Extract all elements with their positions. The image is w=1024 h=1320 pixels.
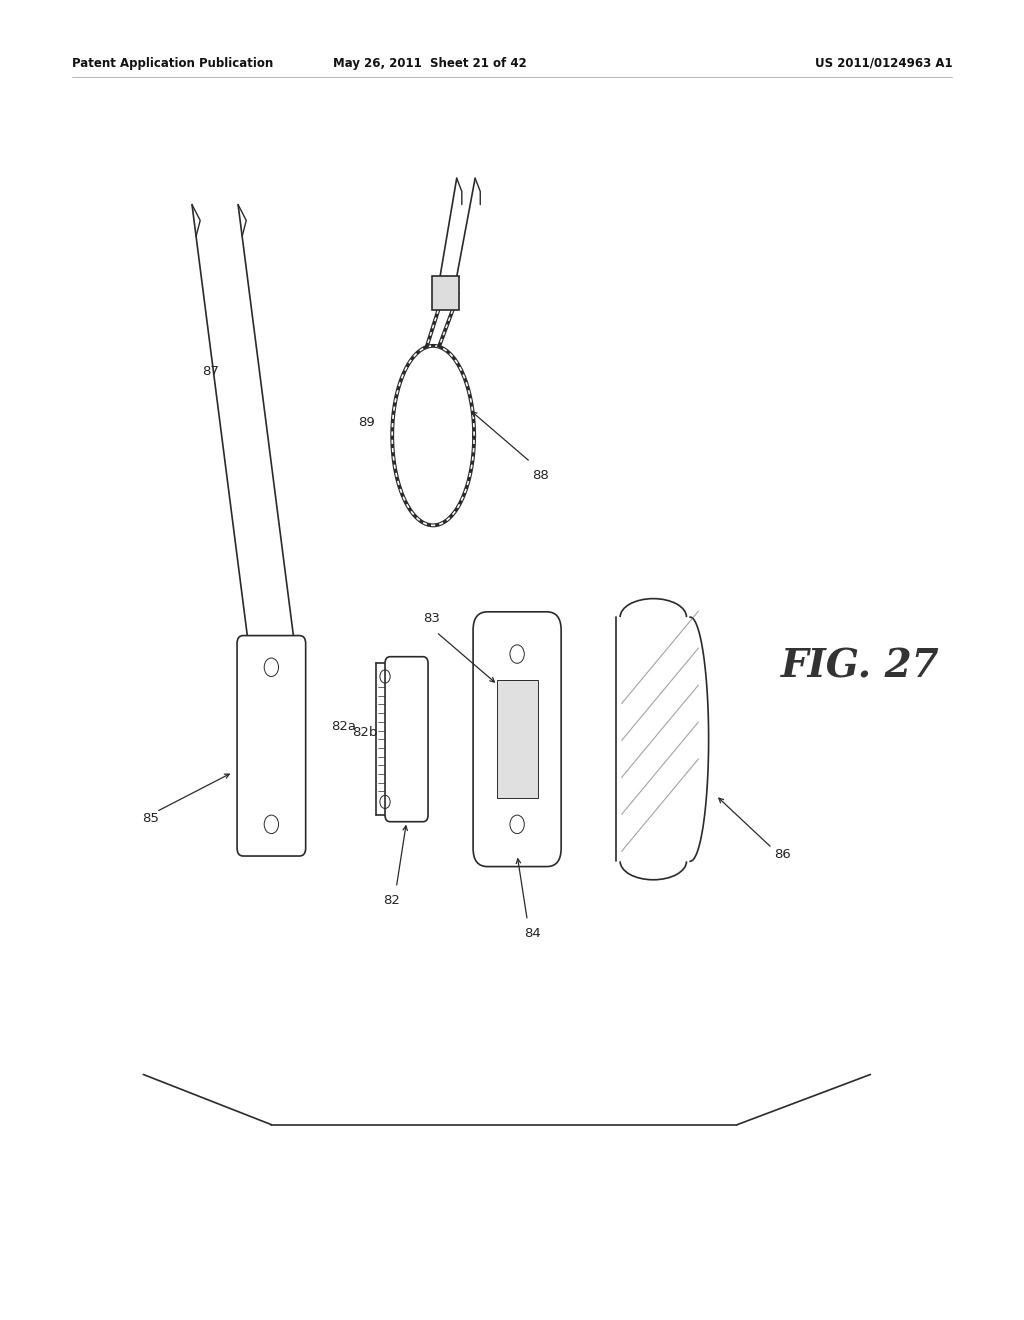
Text: 88: 88	[532, 469, 549, 482]
Text: 87: 87	[202, 364, 219, 378]
Text: 89: 89	[358, 416, 375, 429]
FancyBboxPatch shape	[238, 636, 305, 857]
Text: 82: 82	[383, 895, 399, 907]
Text: 82b: 82b	[352, 726, 377, 739]
Text: 86: 86	[774, 849, 791, 861]
FancyBboxPatch shape	[385, 657, 428, 821]
Text: Patent Application Publication: Patent Application Publication	[72, 57, 273, 70]
Text: 85: 85	[142, 812, 160, 825]
FancyBboxPatch shape	[473, 612, 561, 867]
Text: 82a: 82a	[332, 719, 356, 733]
Bar	[432, 276, 459, 310]
Text: 84: 84	[524, 928, 541, 940]
Text: US 2011/0124963 A1: US 2011/0124963 A1	[815, 57, 952, 70]
Bar	[497, 681, 538, 797]
Text: FIG. 27: FIG. 27	[781, 648, 939, 685]
Text: 83: 83	[423, 612, 439, 626]
Text: May 26, 2011  Sheet 21 of 42: May 26, 2011 Sheet 21 of 42	[333, 57, 527, 70]
